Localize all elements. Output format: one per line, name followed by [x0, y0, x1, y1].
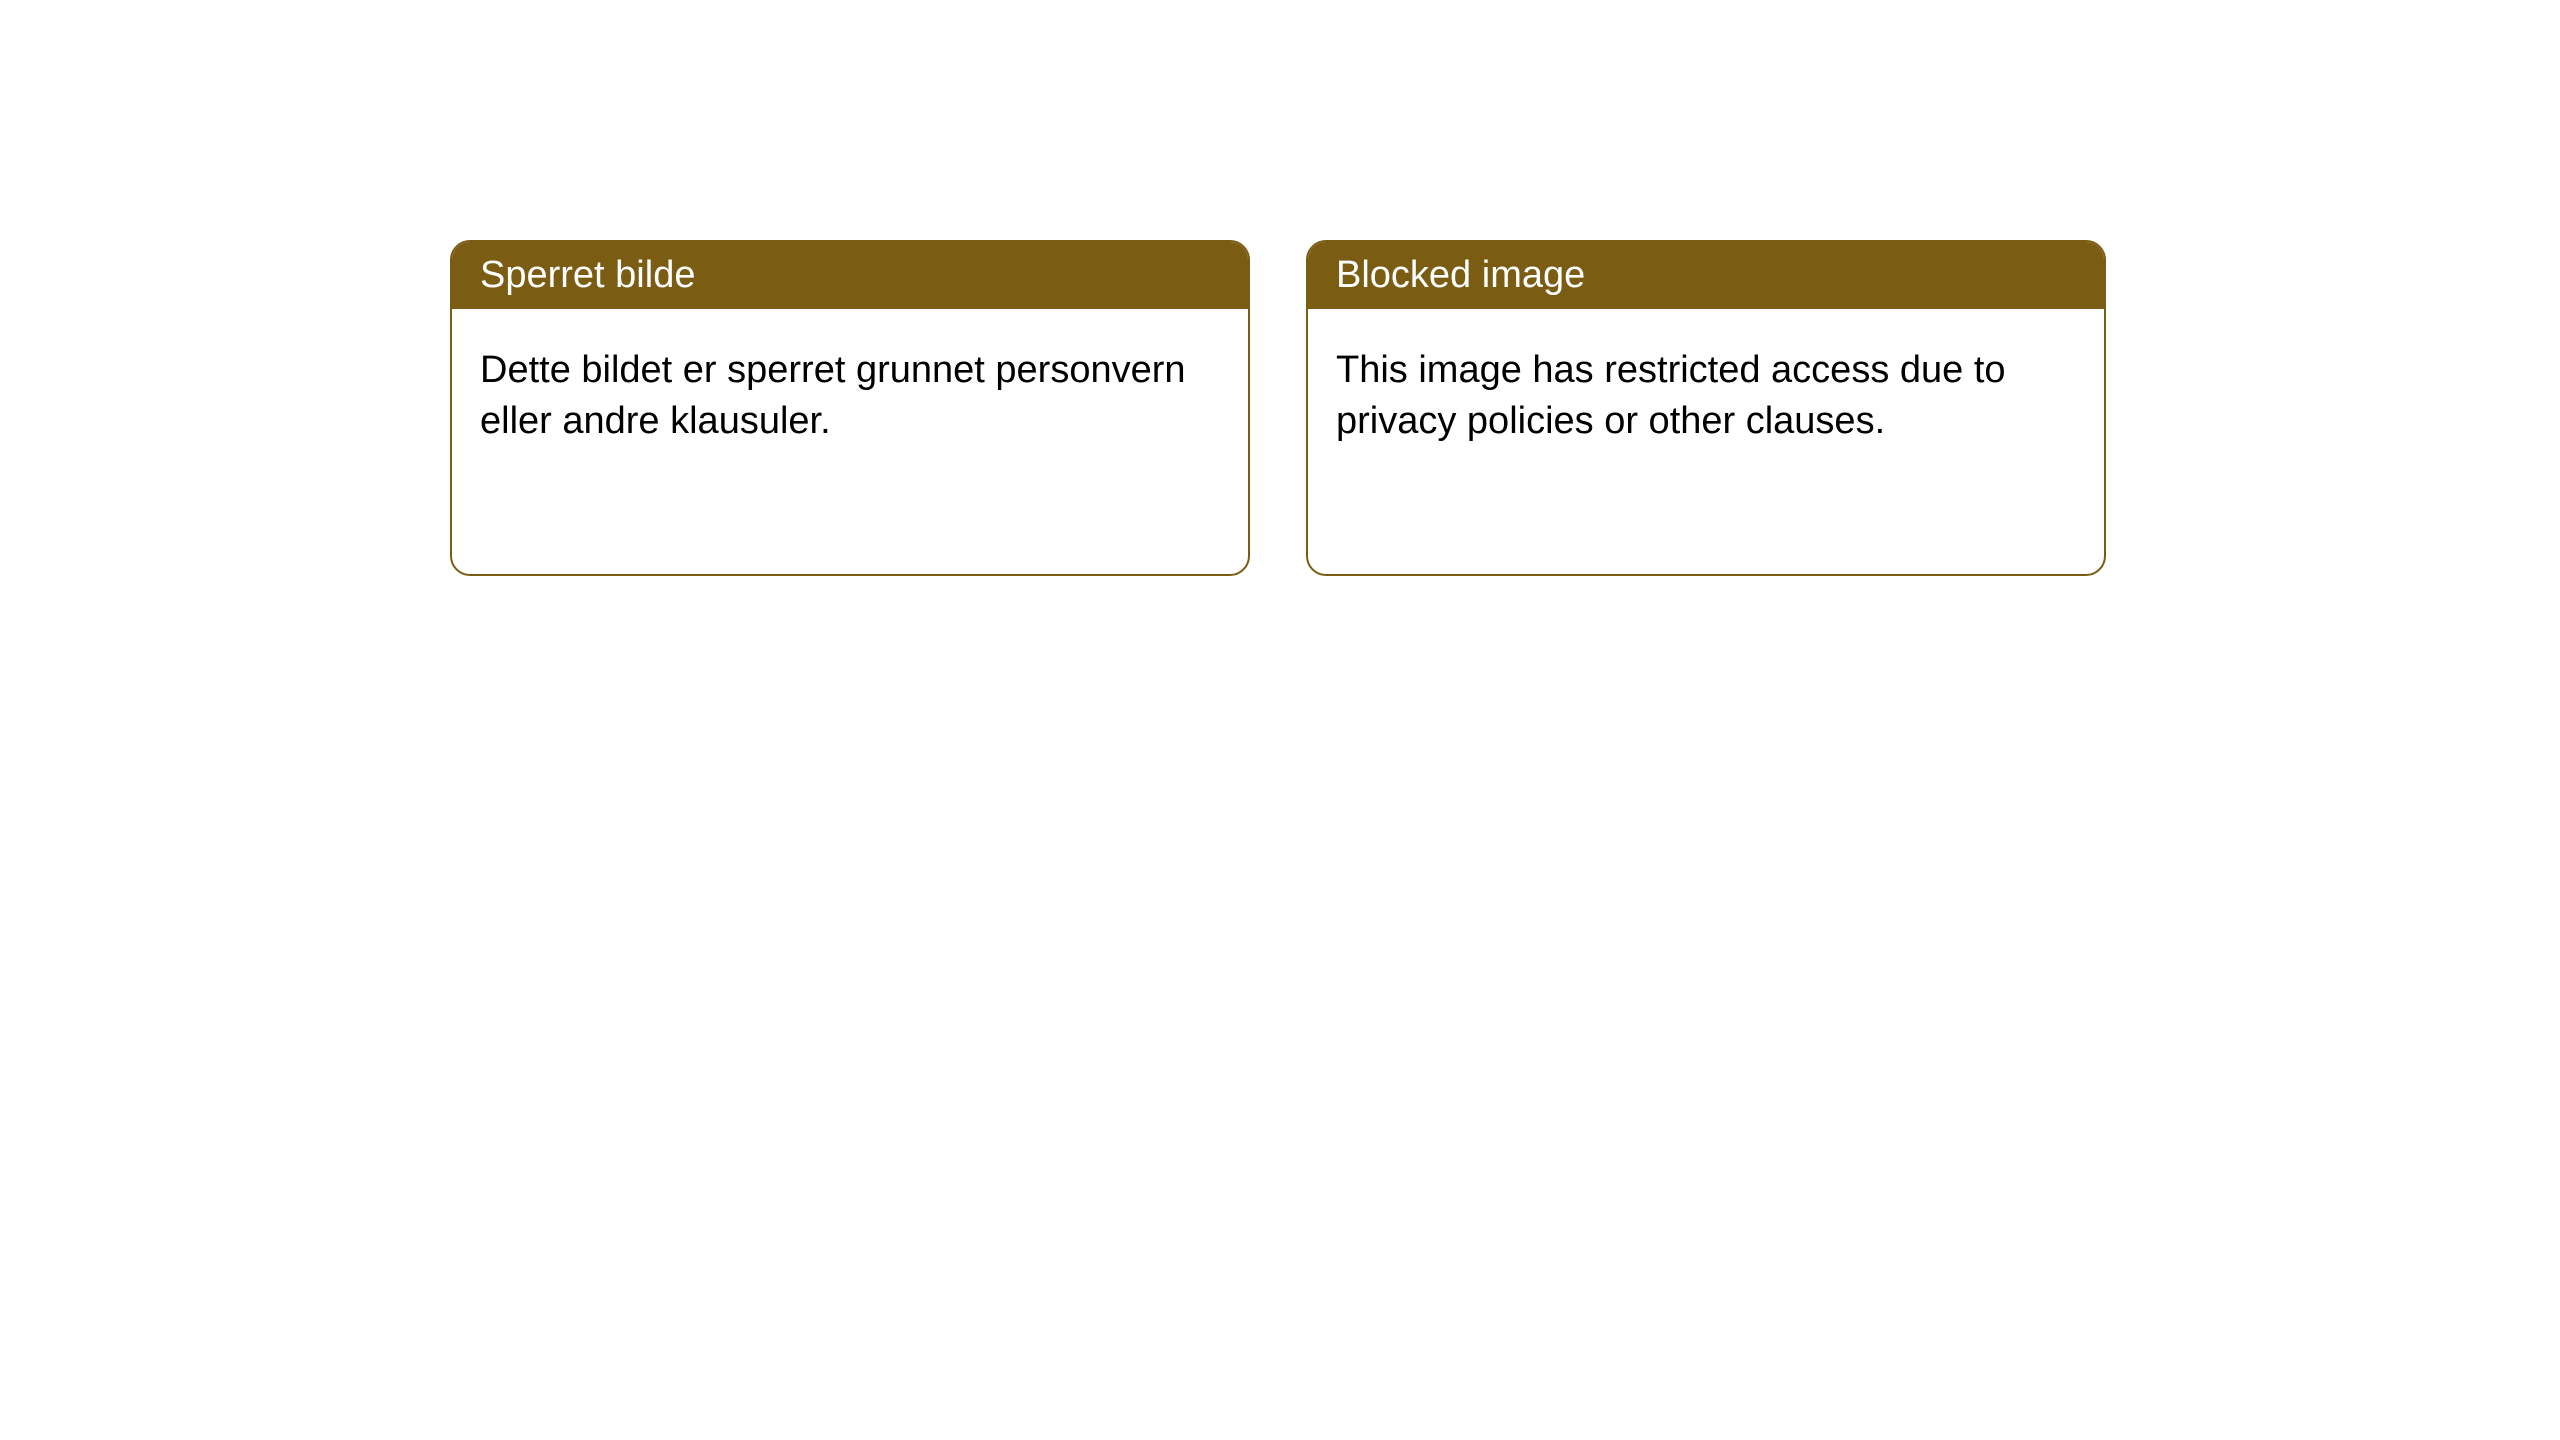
notice-title-english: Blocked image: [1336, 254, 1585, 296]
notice-header-norwegian: Sperret bilde: [452, 242, 1248, 309]
notice-title-norwegian: Sperret bilde: [480, 254, 695, 296]
notice-text-norwegian: Dette bildet er sperret grunnet personve…: [480, 349, 1186, 442]
notice-header-english: Blocked image: [1308, 242, 2104, 309]
notice-text-english: This image has restricted access due to …: [1336, 349, 2006, 442]
notice-body-english: This image has restricted access due to …: [1308, 309, 2104, 484]
notice-body-norwegian: Dette bildet er sperret grunnet personve…: [452, 309, 1248, 484]
notice-card-norwegian: Sperret bilde Dette bildet er sperret gr…: [450, 240, 1250, 576]
notice-card-english: Blocked image This image has restricted …: [1306, 240, 2106, 576]
notice-container: Sperret bilde Dette bildet er sperret gr…: [450, 240, 2106, 576]
